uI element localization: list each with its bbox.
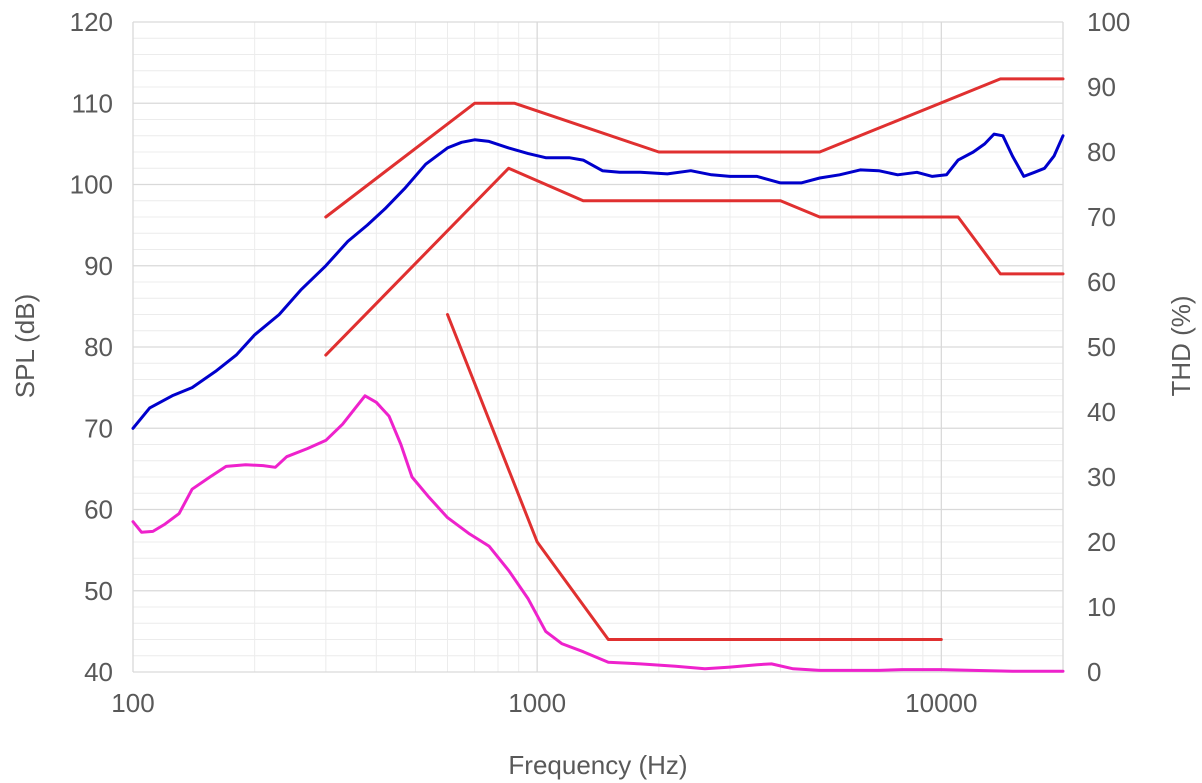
y-tick-label: 70 (84, 413, 113, 443)
y-axis-label: SPL (dB) (10, 294, 40, 399)
y-tick-label: 100 (70, 170, 113, 200)
y2-tick-label: 0 (1087, 657, 1101, 687)
y2-tick-label: 30 (1087, 462, 1116, 492)
y2-tick-label: 90 (1087, 72, 1116, 102)
y2-tick-label: 70 (1087, 202, 1116, 232)
series-line-3 (324, 77, 1065, 219)
y2-tick-label: 50 (1087, 332, 1116, 362)
series-line-2 (131, 394, 1065, 673)
y2-tick-label: 60 (1087, 267, 1116, 297)
series-lines (131, 77, 1065, 673)
series-line-5 (446, 313, 943, 641)
y2-tick-label: 80 (1087, 137, 1116, 167)
x-tick-label: 1000 (508, 688, 566, 718)
x-tick-label: 10000 (905, 688, 977, 718)
series-line-4 (324, 166, 1065, 357)
y2-tick-label: 100 (1087, 7, 1130, 37)
y2-axis-label: THD (%) (1166, 295, 1196, 396)
y-tick-label: 90 (84, 251, 113, 281)
y-tick-label: 60 (84, 495, 113, 525)
y2-tick-label: 20 (1087, 527, 1116, 557)
tick-labels: 40 50 60 70 80 90 100 110 120 0 10 20 30 40 50 60 70 80 90… (70, 7, 1131, 718)
x-tick-label: 100 (111, 688, 154, 718)
y-tick-label: 50 (84, 576, 113, 606)
y-tick-label: 120 (70, 7, 113, 37)
series-line-1 (131, 132, 1065, 430)
y-tick-label: 110 (72, 88, 113, 118)
grid (132, 21, 1064, 673)
y2-tick-label: 40 (1087, 397, 1116, 427)
y2-tick-label: 10 (1087, 592, 1116, 622)
y-tick-label: 80 (84, 332, 113, 362)
y-tick-label: 40 (84, 657, 113, 687)
x-axis-label: Frequency (Hz) (508, 750, 687, 780)
